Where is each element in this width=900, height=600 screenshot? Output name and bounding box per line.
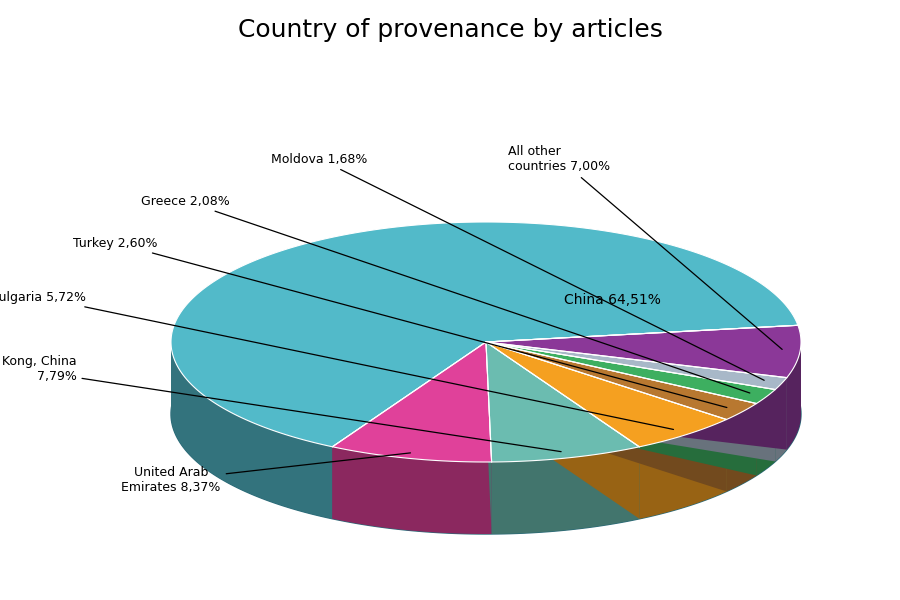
- Text: Hong Kong, China
7,79%: Hong Kong, China 7,79%: [0, 355, 561, 452]
- Polygon shape: [332, 342, 486, 519]
- Polygon shape: [171, 342, 332, 519]
- Polygon shape: [486, 342, 775, 461]
- Polygon shape: [486, 342, 757, 476]
- Polygon shape: [486, 342, 775, 461]
- Polygon shape: [486, 342, 726, 491]
- Polygon shape: [486, 342, 491, 534]
- Polygon shape: [787, 342, 801, 449]
- Polygon shape: [486, 342, 639, 462]
- Polygon shape: [486, 342, 726, 447]
- Polygon shape: [486, 342, 787, 389]
- Polygon shape: [486, 342, 787, 449]
- Polygon shape: [486, 342, 639, 519]
- Polygon shape: [639, 419, 726, 519]
- Text: Turkey 2,60%: Turkey 2,60%: [73, 236, 727, 407]
- Polygon shape: [486, 325, 801, 377]
- Polygon shape: [486, 342, 726, 491]
- Polygon shape: [491, 447, 639, 534]
- Polygon shape: [486, 342, 757, 476]
- Text: United Arab
Emirates 8,37%: United Arab Emirates 8,37%: [122, 453, 410, 494]
- Polygon shape: [486, 342, 787, 449]
- Text: Bulgaria 5,72%: Bulgaria 5,72%: [0, 290, 673, 430]
- Polygon shape: [332, 342, 486, 519]
- Polygon shape: [486, 342, 639, 519]
- Polygon shape: [757, 389, 775, 476]
- Polygon shape: [171, 222, 798, 447]
- Text: Moldova 1,68%: Moldova 1,68%: [271, 152, 764, 380]
- Polygon shape: [332, 342, 491, 462]
- Text: Greece 2,08%: Greece 2,08%: [140, 194, 750, 393]
- Polygon shape: [775, 377, 787, 461]
- Polygon shape: [171, 294, 801, 534]
- Polygon shape: [332, 447, 491, 534]
- Polygon shape: [486, 342, 491, 534]
- Text: All other
countries 7,00%: All other countries 7,00%: [508, 145, 782, 349]
- Polygon shape: [486, 342, 775, 404]
- Text: China 64,51%: China 64,51%: [563, 293, 661, 307]
- Polygon shape: [726, 404, 757, 491]
- Polygon shape: [486, 342, 757, 419]
- Text: Country of provenance by articles: Country of provenance by articles: [238, 18, 662, 42]
